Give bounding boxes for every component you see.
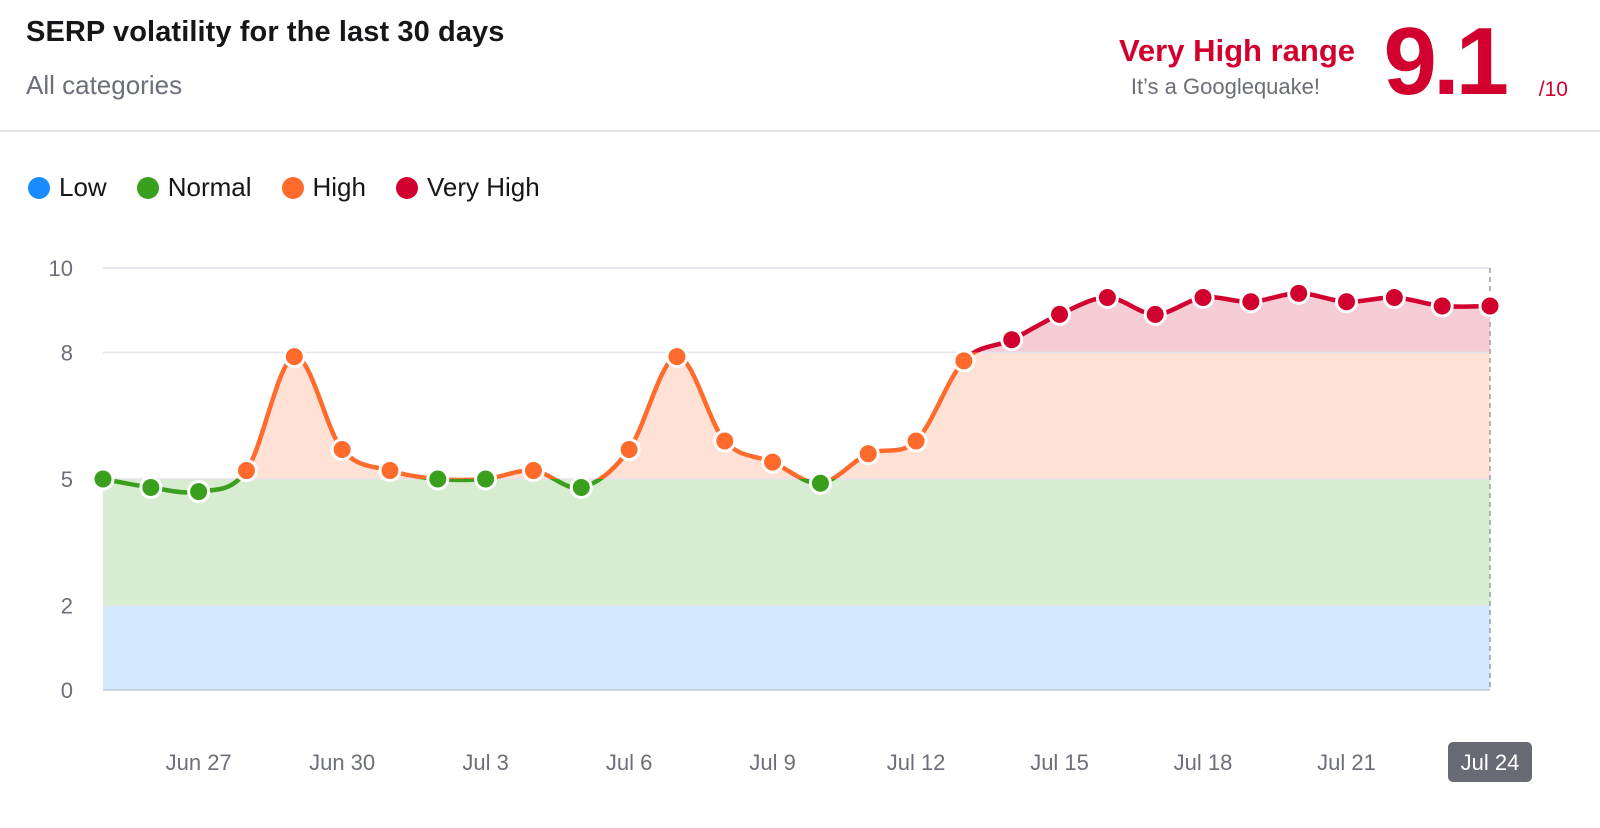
data-point[interactable] [282, 345, 306, 369]
range-note: It’s a Googlequake! [1130, 74, 1320, 99]
legend-label-very-high: Very High [426, 172, 540, 202]
legend-label-high: High [312, 172, 366, 202]
y-tick-label: 8 [61, 340, 73, 365]
data-point[interactable] [521, 459, 545, 483]
data-point[interactable] [1095, 286, 1119, 310]
data-point[interactable] [1478, 294, 1502, 318]
category-subtitle[interactable]: All categories [26, 70, 183, 100]
x-tick-label: Jun 30 [309, 750, 375, 775]
data-point[interactable] [1382, 286, 1406, 310]
x-tick-label: Jul 18 [1174, 750, 1233, 775]
range-label: Very High range [1118, 33, 1355, 68]
data-point[interactable] [187, 480, 211, 504]
legend-dot-high [281, 176, 304, 199]
legend-label-low: Low [59, 172, 107, 202]
y-tick-label: 2 [61, 594, 73, 619]
data-point[interactable] [1239, 290, 1263, 314]
data-point[interactable] [761, 450, 785, 474]
data-point[interactable] [952, 349, 976, 373]
y-tick-label: 10 [49, 256, 73, 281]
data-point[interactable] [904, 429, 928, 453]
data-point[interactable] [1048, 302, 1072, 326]
x-tick-label: Jul 9 [749, 750, 795, 775]
legend-dot-very-high [395, 176, 418, 199]
x-tick-label: Jun 27 [166, 750, 232, 775]
score-max: /10 [1538, 78, 1568, 101]
data-point[interactable] [808, 471, 832, 495]
area-high [239, 352, 1490, 479]
data-point[interactable] [91, 467, 115, 491]
legend-label-normal: Normal [167, 172, 252, 202]
data-point[interactable] [330, 437, 354, 461]
volatility-score: 9.1 [1383, 8, 1509, 115]
x-tick-label: Jul 21 [1317, 750, 1376, 775]
data-point[interactable] [713, 429, 737, 453]
band-low [103, 605, 1490, 690]
x-tick-label: Jul 15 [1030, 750, 1089, 775]
y-tick-label: 5 [61, 467, 73, 492]
x-tick-label: Jul 12 [887, 750, 946, 775]
data-point[interactable] [617, 437, 641, 461]
data-point[interactable] [426, 467, 450, 491]
data-point[interactable] [856, 442, 880, 466]
legend-item-low[interactable]: Low [28, 172, 107, 203]
legend-dot-low [28, 176, 50, 199]
legend-dot-normal [136, 176, 159, 199]
x-tick-label-highlighted: Jul 24 [1461, 750, 1520, 775]
data-point[interactable] [378, 459, 402, 483]
data-point[interactable] [1191, 286, 1215, 310]
data-point[interactable] [1430, 294, 1454, 318]
y-tick-label: 0 [61, 678, 73, 703]
chart-legend: Low Normal High Very High [28, 172, 570, 203]
chart-title: SERP volatility for the last 30 days [26, 16, 505, 48]
data-point[interactable] [1335, 290, 1359, 314]
band-normal [103, 479, 1490, 606]
data-point[interactable] [474, 467, 498, 491]
data-point[interactable] [139, 475, 163, 499]
data-point[interactable] [665, 345, 689, 369]
legend-item-very-high[interactable]: Very High [395, 172, 540, 203]
data-point[interactable] [1000, 328, 1024, 352]
data-point[interactable] [1143, 302, 1167, 326]
x-tick-label: Jul 3 [462, 750, 508, 775]
data-point[interactable] [569, 475, 593, 499]
legend-item-normal[interactable]: Normal [136, 172, 252, 203]
widget-header: SERP volatility for the last 30 days All… [0, 0, 1600, 132]
data-point[interactable] [234, 459, 258, 483]
x-tick-label: Jul 6 [606, 750, 652, 775]
x-tick-highlight [1448, 742, 1532, 782]
area-very-high [103, 293, 1490, 353]
legend-item-high[interactable]: High [281, 172, 366, 203]
data-point[interactable] [1287, 281, 1311, 305]
